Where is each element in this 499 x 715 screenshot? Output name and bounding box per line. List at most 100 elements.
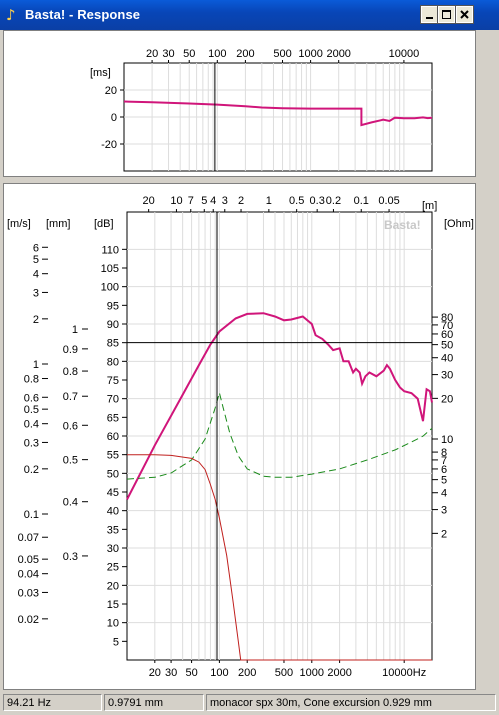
- excursion-tick-label: 0.8: [63, 366, 78, 378]
- ohm-unit-label: [Ohm]: [444, 218, 474, 230]
- distance-unit-label: [m]: [422, 200, 437, 212]
- velocity-tick-label: 0.05: [18, 554, 39, 566]
- ohm-tick-label: 5: [441, 475, 447, 487]
- minimize-button[interactable]: [420, 5, 439, 24]
- excursion-tick-label: 0.3: [63, 551, 78, 563]
- distance-tick-label: 0.5: [289, 195, 304, 207]
- excursion-unit-label: [mm]: [46, 218, 70, 230]
- y-tick-label: 20: [105, 85, 117, 97]
- freq-tick-label: 30: [162, 48, 174, 60]
- ohm-tick-label: 7: [441, 455, 447, 467]
- db-tick-label: 40: [107, 506, 119, 518]
- ohm-tick-label: 60: [441, 329, 453, 341]
- freq-tick-label: 10000Hz: [382, 667, 426, 679]
- db-tick-label: 30: [107, 543, 119, 555]
- distance-tick-label: 2: [238, 195, 244, 207]
- freq-tick-label: 20: [146, 48, 158, 60]
- spl-response-series: [126, 312, 433, 500]
- db-tick-label: 100: [101, 282, 119, 294]
- freq-tick-label: 10000: [389, 48, 420, 60]
- db-tick-label: 10: [107, 618, 119, 630]
- freq-tick-label: 500: [275, 667, 293, 679]
- db-tick-label: 70: [107, 394, 119, 406]
- db-tick-label: 50: [107, 468, 119, 480]
- ohm-tick-label: 6: [441, 464, 447, 476]
- db-unit-label: [dB]: [94, 218, 114, 230]
- freq-tick-label: 30: [165, 667, 177, 679]
- ohm-tick-label: 3: [441, 505, 447, 517]
- group-delay-chart[interactable]: 20 30 50 100 200 500 1000 2000 10000 200-20 [ms]: [4, 31, 475, 176]
- distance-tick-label: 1: [266, 195, 272, 207]
- db-tick-label: 75: [107, 375, 119, 387]
- ohm-tick-label: 30: [441, 370, 453, 382]
- ohm-tick-label: 4: [441, 488, 447, 500]
- db-tick-label: 5: [113, 636, 119, 648]
- distance-tick-label: 5: [201, 195, 207, 207]
- velocity-tick-label: 0.3: [24, 437, 39, 449]
- close-button[interactable]: [455, 5, 474, 24]
- db-tick-label: 85: [107, 338, 119, 350]
- db-tick-label: 55: [107, 450, 119, 462]
- window-title: Basta! - Response: [25, 7, 141, 22]
- status-frequency: 94.21 Hz: [3, 694, 102, 711]
- response-chart[interactable]: Basta! 20 10 7 5 4 3 2 1 0.5 0.3 0.2 0.1 0.05 654321…: [4, 184, 475, 689]
- db-tick-label: 45: [107, 487, 119, 499]
- freq-tick-label: 100: [208, 48, 226, 60]
- ohm-tick-label: 20: [441, 393, 453, 405]
- db-tick-label: 80: [107, 356, 119, 368]
- y-tick-label: -20: [101, 139, 117, 151]
- velocity-tick-label: 4: [33, 269, 39, 281]
- db-tick-label: 60: [107, 431, 119, 443]
- velocity-tick-label: 0.1: [24, 509, 39, 521]
- db-tick-label: 65: [107, 412, 119, 424]
- pane-splitter[interactable]: [3, 177, 476, 183]
- window-frame: [476, 30, 499, 692]
- basta-watermark: Basta!: [384, 218, 421, 232]
- freq-tick-label: 2000: [327, 667, 351, 679]
- db-tick-label: 35: [107, 524, 119, 536]
- db-tick-label: 25: [107, 562, 119, 574]
- excursion-tick-label: 0.4: [63, 497, 78, 509]
- db-tick-label: 105: [101, 263, 119, 275]
- distance-tick-label: 4: [210, 195, 216, 207]
- freq-tick-label: 500: [273, 48, 291, 60]
- freq-tick-label: 200: [236, 48, 254, 60]
- excursion-tick-label: 0.7: [63, 391, 78, 403]
- freq-tick-label: 20: [149, 667, 161, 679]
- freq-tick-label: 1000: [298, 48, 322, 60]
- status-excursion: 0.9791 mm: [104, 694, 204, 711]
- distance-tick-label: 0.1: [354, 195, 369, 207]
- group-delay-pane[interactable]: 20 30 50 100 200 500 1000 2000 10000 20 0 -20 [ms]: [3, 30, 476, 177]
- distance-tick-label: 3: [222, 195, 228, 207]
- distance-tick-label: 0.05: [378, 195, 399, 207]
- y-tick-label: 0: [111, 112, 117, 124]
- basta-note-icon[interactable]: ♪: [6, 6, 16, 24]
- excursion-tick-label: 0.9: [63, 344, 78, 356]
- velocity-tick-label: 0.2: [24, 464, 39, 476]
- db-tick-label: 95: [107, 300, 119, 312]
- distance-tick-label: 0.3: [310, 195, 325, 207]
- maximize-button[interactable]: [437, 5, 456, 24]
- distance-tick-label: 7: [188, 195, 194, 207]
- velocity-tick-label: 6: [33, 242, 39, 254]
- freq-tick-label: 200: [238, 667, 256, 679]
- excursion-tick-label: 0.6: [63, 420, 78, 432]
- velocity-tick-label: 5: [33, 254, 39, 266]
- velocity-tick-label: 0.8: [24, 374, 39, 386]
- impedance-series: [126, 390, 433, 480]
- freq-tick-label: 2000: [326, 48, 350, 60]
- velocity-tick-label: 0.6: [24, 392, 39, 404]
- velocity-tick-label: 1: [33, 359, 39, 371]
- distance-tick-label: 10: [170, 195, 182, 207]
- excursion-tick-label: 0.5: [63, 455, 78, 467]
- db-tick-label: 20: [107, 580, 119, 592]
- excursion-tick-label: 1: [72, 324, 78, 336]
- excursion-series: [127, 454, 432, 661]
- title-bar: ♪ Basta! - Response: [0, 0, 499, 30]
- ms-unit-label: [ms]: [90, 67, 111, 79]
- db-tick-label: 90: [107, 319, 119, 331]
- velocity-tick-label: 0.02: [18, 614, 39, 626]
- velocity-tick-label: 0.5: [24, 404, 39, 416]
- freq-tick-label: 50: [185, 667, 197, 679]
